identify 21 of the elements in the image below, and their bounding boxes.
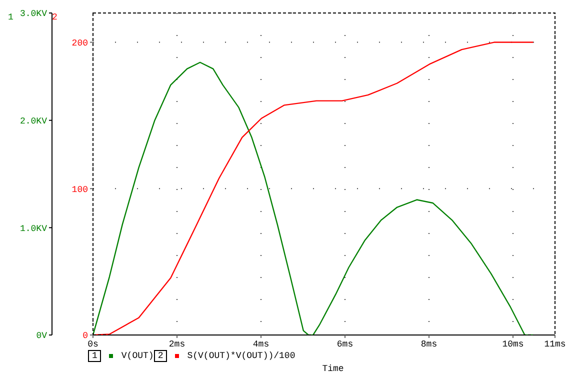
legend-label: S(V(OUT)*V(OUT))/100 xyxy=(187,351,296,361)
y-tick-label: 3.0KV xyxy=(20,9,48,20)
x-tick-label: 10ms xyxy=(502,339,524,350)
y-tick-label: 1.0KV xyxy=(20,224,48,234)
y2-tick-label: 200 xyxy=(72,38,88,48)
y2-tick-label: 0 xyxy=(82,331,88,342)
x-tick-label: 6ms xyxy=(336,339,354,350)
text: 1 xyxy=(88,350,102,362)
y2-tick-label: 100 xyxy=(72,184,88,195)
text: 2 xyxy=(52,12,58,22)
x-tick-label: 4ms xyxy=(252,339,270,350)
x-tick-label: 8ms xyxy=(420,339,438,350)
x-axis-title: Time xyxy=(321,364,345,374)
legend-label: V(OUT) xyxy=(121,351,154,361)
x-tick-label: 2ms xyxy=(168,339,186,350)
x-tick-label: 0s xyxy=(88,339,98,350)
text: 1 xyxy=(8,12,14,22)
x-tick-label: 11ms xyxy=(544,339,566,350)
y-tick-label: 0V xyxy=(36,331,48,342)
text: 2 xyxy=(154,350,168,362)
y-tick-label: 2.0KV xyxy=(20,116,48,127)
